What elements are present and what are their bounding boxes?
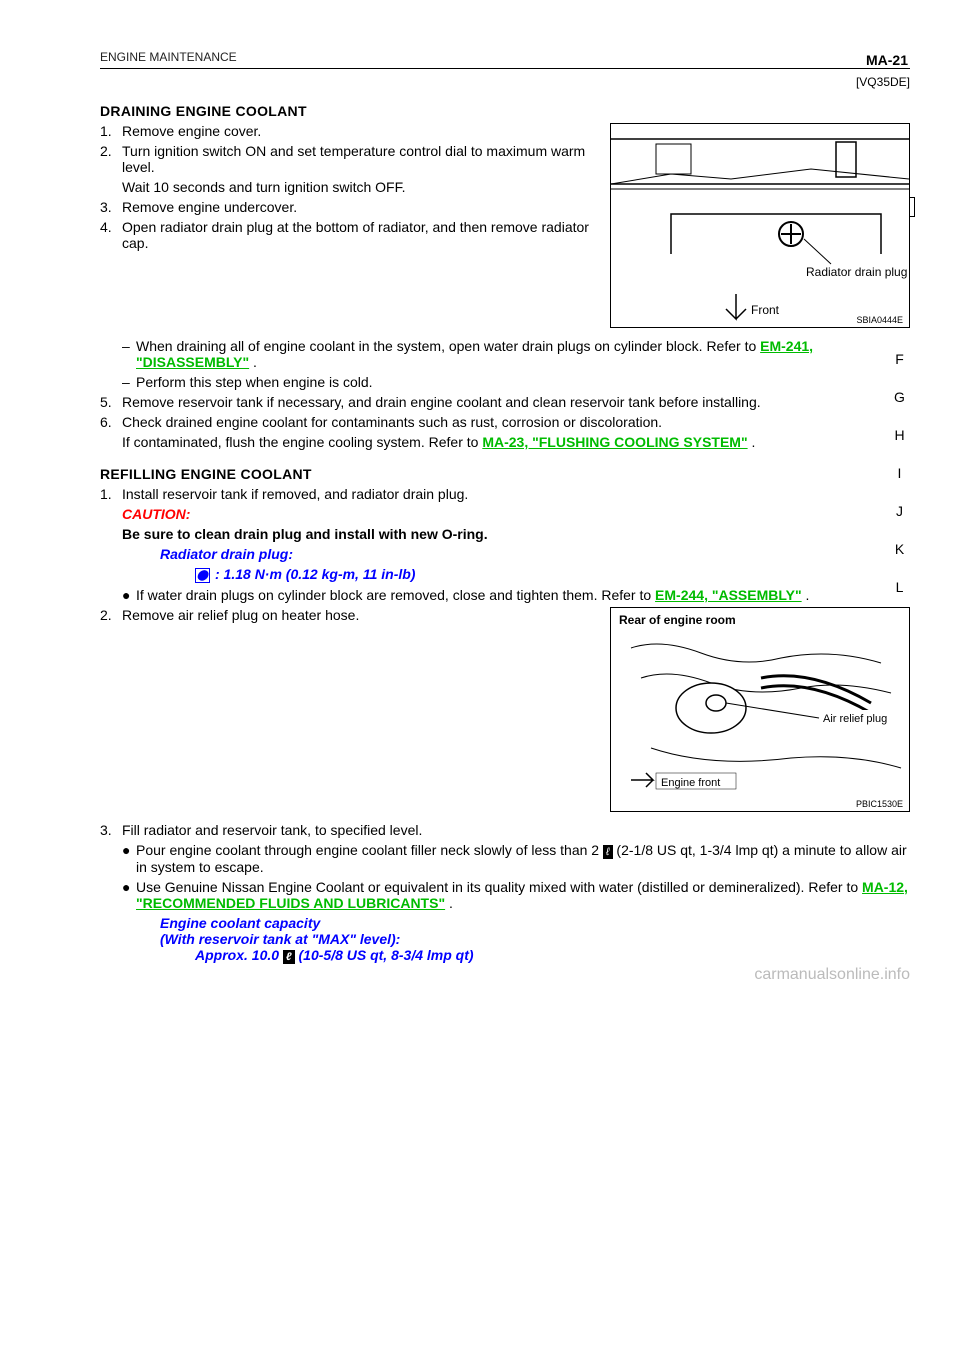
side-code: F (884, 340, 915, 378)
caution-block: CAUTION: (100, 506, 910, 522)
step: 2.Turn ignition switch ON and set temper… (100, 143, 598, 175)
caution-text: Be sure to clean drain plug and install … (100, 526, 910, 542)
side-code: H (884, 416, 915, 454)
svg-text:Air relief plug: Air relief plug (823, 713, 887, 725)
side-code: L (884, 568, 915, 606)
step: 3.Remove engine undercover. (100, 199, 598, 215)
capacity-spec: Engine coolant capacity (With reservoir … (100, 915, 910, 964)
step: 5.Remove reservoir tank if necessary, an… (100, 394, 910, 410)
step: 1.Install reservoir tank if removed, and… (100, 486, 910, 502)
breadcrumb: ENGINE MAINTENANCE (100, 50, 910, 64)
svg-text:Radiator drain plug: Radiator drain plug (806, 265, 907, 279)
liter-icon: ℓ (283, 950, 295, 964)
side-code: I (884, 454, 915, 492)
figure-engine-room: Rear of engine room Air relief plug Engi… (610, 607, 910, 812)
step-line: If contaminated, flush the engine coolin… (100, 434, 910, 450)
page-number: MA-21 (866, 52, 908, 68)
step: 6.Check drained engine coolant for conta… (100, 414, 910, 430)
sub-step: ● Pour engine coolant through engine coo… (100, 842, 910, 875)
svg-text:Front: Front (751, 303, 780, 317)
section-title-draining: DRAINING ENGINE COOLANT (100, 103, 910, 119)
doc-code: [VQ35DE] (100, 75, 910, 89)
sub-step: – When draining all of engine coolant in… (100, 338, 910, 370)
step: 2.Remove air relief plug on heater hose. (100, 607, 598, 623)
sub-step: ● If water drain plugs on cylinder block… (100, 587, 910, 603)
svg-text:Rear of engine room: Rear of engine room (619, 613, 736, 627)
liter-icon: ℓ (603, 845, 613, 859)
step: 1.Remove engine cover. (100, 123, 598, 139)
step: 4.Open radiator drain plug at the bottom… (100, 219, 598, 251)
sub-step: ● Use Genuine Nissan Engine Coolant or e… (100, 879, 910, 911)
link-em244[interactable]: EM-244, "ASSEMBLY" (655, 587, 802, 603)
torque-icon: ⬤ (195, 568, 210, 583)
svg-text:Engine front: Engine front (661, 777, 720, 789)
divider (100, 68, 910, 69)
link-ma23[interactable]: MA-23, "FLUSHING COOLING SYSTEM" (482, 434, 747, 450)
figure-code: SBIA0444E (854, 315, 905, 325)
spec-label: Radiator drain plug: (100, 546, 910, 562)
section-title-refilling: REFILLING ENGINE COOLANT (100, 466, 910, 482)
caution-label: CAUTION: (122, 506, 190, 522)
sub-step: –Perform this step when engine is cold. (100, 374, 910, 390)
side-code: J (884, 492, 915, 530)
side-code: G (884, 378, 915, 416)
figure-radiator: Radiator drain plug Front SBIA0444E (610, 123, 910, 328)
spec-value: ⬤: 1.18 N·m (0.12 kg-m, 11 in-lb) (100, 566, 910, 583)
figure-code: PBIC1530E (854, 799, 905, 809)
step: 3.Fill radiator and reservoir tank, to s… (100, 822, 910, 838)
watermark: carmanualsonline.info (754, 966, 910, 984)
side-code: K (884, 530, 915, 568)
